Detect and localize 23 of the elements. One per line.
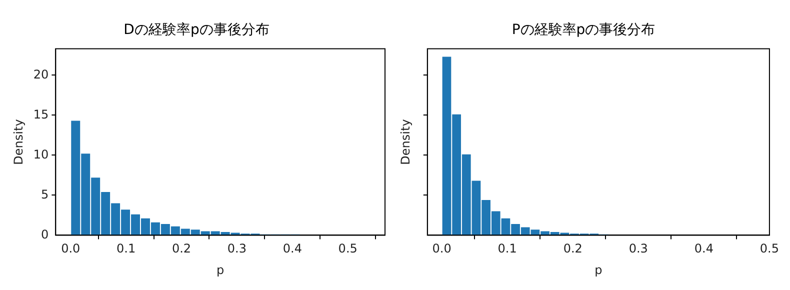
x-tick-label: 0.2: [563, 242, 582, 256]
x-tick-label: 0.4: [282, 242, 302, 256]
x-tick-label: 0.0: [61, 242, 80, 256]
y-axis-title: Density: [398, 119, 412, 165]
x-tick-label: 0.5: [760, 242, 780, 256]
x-tick-label: 0.3: [227, 242, 247, 256]
y-tick-label: 10: [33, 147, 49, 162]
y-axis-title: Density: [11, 119, 26, 165]
x-axis-title: p: [594, 262, 602, 277]
x-tick-label: 0.4: [694, 242, 714, 256]
x-tick-label: 0.2: [172, 242, 192, 256]
chart-title: Dの経験率pの事後分布: [124, 22, 270, 38]
x-tick-label: 0.0: [432, 242, 452, 256]
y-tick-label: 20: [33, 67, 49, 82]
x-axis-title: p: [216, 262, 224, 277]
x-tick-label: 0.1: [116, 242, 136, 256]
x-tick-label: 0.1: [498, 242, 517, 256]
y-tick-label: 0: [41, 227, 49, 242]
x-tick-label: 0.5: [338, 242, 358, 256]
x-tick-label: 0.3: [628, 242, 648, 256]
y-tick-label: 15: [33, 107, 49, 122]
y-tick-label: 5: [41, 187, 49, 202]
chart-title: Pの経験率pの事後分布: [512, 22, 656, 38]
